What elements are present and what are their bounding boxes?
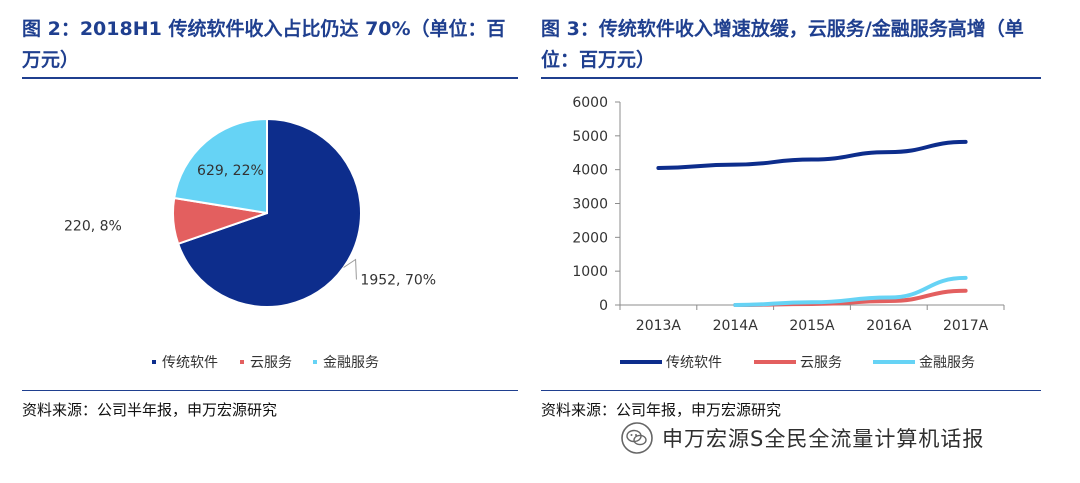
x-tick-label: 2016A bbox=[866, 318, 912, 334]
figure-title: 图 3：传统软件收入增速放缓，云服务/金融服务高增（单位：百万元） bbox=[541, 18, 1024, 71]
watermark-text: 申万宏源S全民全流量计算机话报 bbox=[662, 427, 985, 451]
source-note: 资料来源：公司半年报，申万宏源研究 bbox=[22, 401, 278, 419]
source-note: 资料来源：公司年报，申万宏源研究 bbox=[541, 401, 782, 419]
title-rule bbox=[22, 77, 518, 79]
legend-label: 传统软件 bbox=[666, 355, 722, 371]
x-tick-label: 2017A bbox=[943, 318, 989, 334]
data-label: 1952, 70% bbox=[360, 272, 436, 288]
y-tick-label: 6000 bbox=[572, 95, 608, 111]
pie-chart: 1952, 70% 220, 8% 629, 22% 传统软件 云服务 金融服务 bbox=[64, 117, 436, 371]
legend-label: 云服务 bbox=[250, 355, 292, 371]
legend-label: 金融服务 bbox=[919, 355, 975, 371]
legend-marker bbox=[313, 360, 317, 364]
legend-marker bbox=[240, 360, 244, 364]
figure-title: 图 2：2018H1 传统软件收入占比仍达 70%（单位：百万元） bbox=[22, 18, 506, 71]
line-chart: 0 1000 2000 3000 4000 5000 6000 2013A 2014A 2015A… bbox=[572, 95, 1005, 371]
legend-marker bbox=[152, 360, 156, 364]
legend-label: 云服务 bbox=[800, 355, 842, 371]
leader-line bbox=[343, 258, 357, 280]
source-rule bbox=[541, 390, 1041, 391]
series-line bbox=[656, 139, 968, 170]
x-tick-label: 2013A bbox=[636, 318, 682, 334]
wechat-icon bbox=[621, 422, 653, 454]
pie-slice bbox=[173, 117, 268, 215]
y-tick-label: 2000 bbox=[572, 230, 608, 246]
data-label: 629, 22% bbox=[197, 163, 264, 179]
legend-label: 金融服务 bbox=[323, 355, 379, 371]
pie-slice bbox=[176, 117, 362, 308]
y-tick-label: 5000 bbox=[572, 129, 608, 145]
title-rule bbox=[541, 77, 1041, 79]
y-tick-label: 0 bbox=[599, 298, 608, 314]
y-tick-label: 1000 bbox=[572, 264, 608, 280]
y-tick-label: 4000 bbox=[572, 163, 608, 179]
source-rule bbox=[22, 390, 518, 391]
y-tick-label: 3000 bbox=[572, 197, 608, 213]
legend-label: 传统软件 bbox=[162, 355, 218, 371]
data-label: 220, 8% bbox=[64, 219, 122, 235]
series-line bbox=[733, 275, 968, 307]
x-tick-label: 2014A bbox=[713, 318, 759, 334]
watermark: 申万宏源S全民全流量计算机话报 bbox=[620, 421, 984, 455]
x-tick-label: 2015A bbox=[789, 318, 835, 334]
